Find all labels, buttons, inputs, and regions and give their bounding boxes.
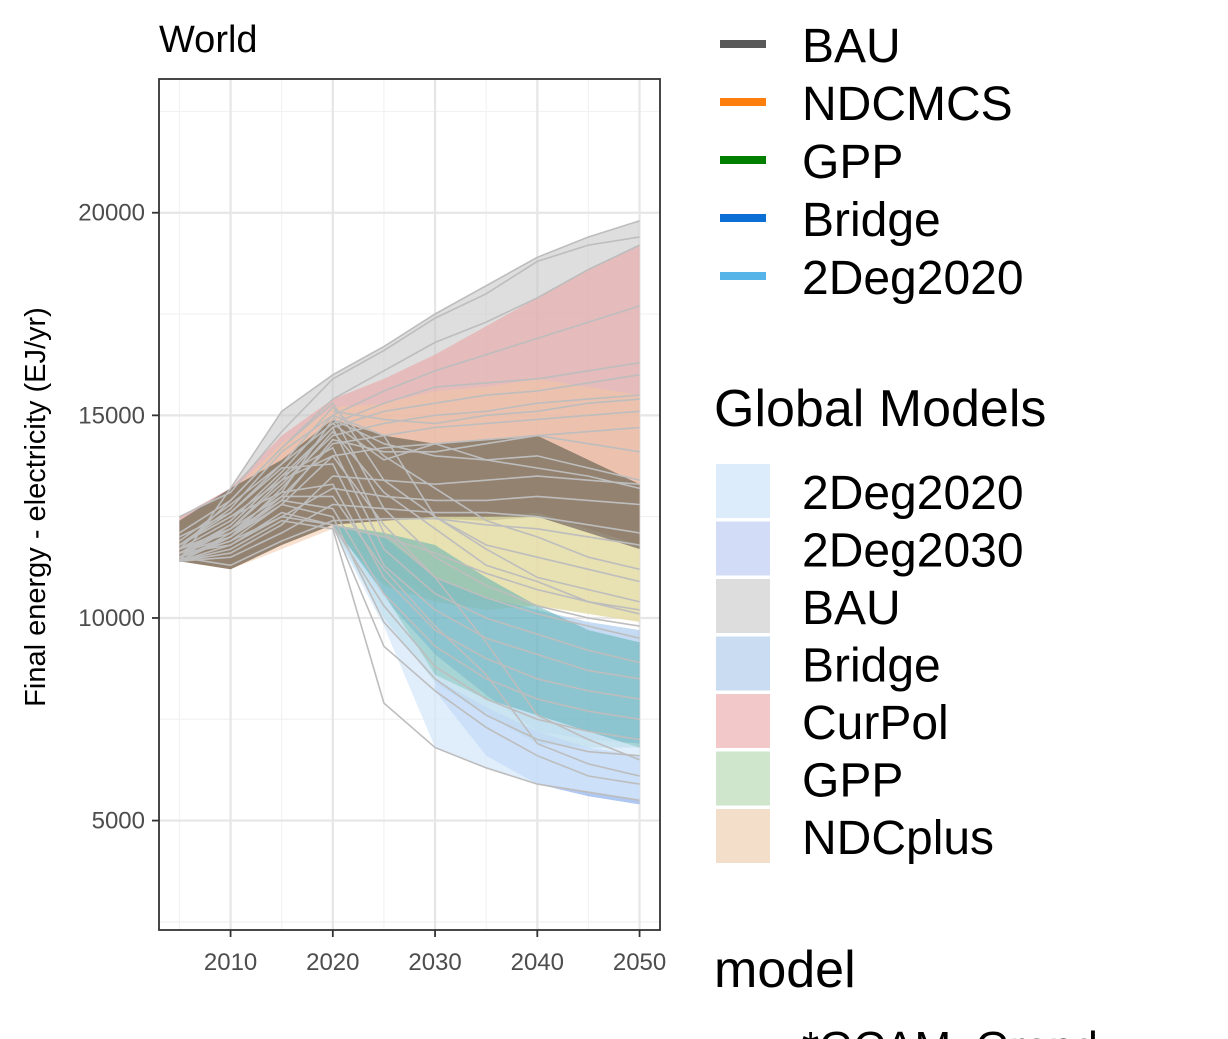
fill-legend-label: CurPol (802, 697, 949, 750)
plot-frame (158, 78, 661, 931)
scenario-line (332, 414, 640, 583)
range-band-gpp-teal (332, 524, 640, 748)
scenario-line (332, 398, 640, 425)
scenario-line (179, 413, 640, 627)
x-tick-label: 2020 (306, 949, 359, 976)
x-tick-label: 2030 (408, 949, 461, 976)
line-legend-label: GPP (802, 136, 903, 189)
range-band-2deg2020 (332, 524, 640, 801)
legend: Global Models model *GCAM_Grand... BAUND… (714, 20, 1135, 1039)
fill-legend-label: BAU (802, 582, 901, 635)
axes: 2010 2020 2030 2040 2050 5000 10000 15000 20000 (78, 200, 666, 976)
chart-title: World (159, 19, 258, 61)
model-legend-title: model (714, 941, 856, 999)
x-tick-label: 2050 (613, 949, 666, 976)
scenario-line (179, 454, 640, 761)
y-tick-label: 5000 (92, 808, 145, 835)
scenario-line (178, 406, 640, 571)
fill-legend-key-curpol (716, 694, 770, 748)
fill-legend-label: Bridge (802, 640, 941, 693)
fill-legend-key-2deg2030 (716, 521, 770, 576)
scenario-line (179, 426, 640, 558)
scenario-line (179, 503, 640, 757)
y-tick-label: 15000 (78, 402, 145, 429)
fill-legend-key-bridge (716, 636, 770, 691)
scenario-line (178, 463, 640, 680)
line-legend-label: Bridge (802, 194, 941, 247)
x-tick-label: 2040 (511, 949, 564, 976)
fill-legend-key-bau (716, 579, 770, 633)
fill-legend-label: 2Deg2030 (802, 525, 1024, 578)
y-tick-label: 10000 (78, 605, 145, 632)
fill-legend-key-gpp (716, 751, 770, 806)
scenario-lines (178, 220, 640, 802)
fill-legend-label: GPP (802, 755, 903, 808)
x-tick-label: 2010 (204, 949, 257, 976)
line-legend-label: BAU (802, 20, 901, 73)
fill-legend-label: NDCplus (802, 812, 994, 865)
scenario-line (179, 394, 640, 554)
scenario-line (179, 495, 640, 777)
scenario-line (179, 517, 640, 567)
fill-legend-title: Global Models (714, 380, 1046, 438)
scenario-line (179, 236, 640, 518)
scenario-line (179, 446, 640, 664)
y-tick-label: 20000 (78, 200, 145, 227)
y-axis-label: Final energy - electricity (EJ/yr) (20, 307, 52, 707)
scenario-line (179, 426, 640, 639)
fill-legend-key-ndcplus (716, 809, 770, 863)
scenario-line (178, 401, 640, 603)
model-legend-entry: *GCAM_Grand... (802, 1023, 1135, 1039)
scenario-line (179, 361, 640, 538)
scenario-line (332, 524, 640, 611)
fill-legend-label: 2Deg2020 (802, 467, 1024, 520)
scenario-line (179, 519, 640, 802)
scenario-line (179, 475, 640, 562)
scenario-line (179, 499, 640, 721)
panel-border (158, 78, 661, 931)
line-legend-label: NDCMCS (802, 78, 1013, 131)
line-legend-label: 2Deg2020 (802, 252, 1024, 305)
scenario-line (332, 422, 640, 490)
fill-legend-key-2deg2020 (716, 464, 770, 518)
scenario-line (178, 305, 640, 546)
scenario-line (178, 220, 640, 562)
scenario-line (179, 515, 640, 785)
